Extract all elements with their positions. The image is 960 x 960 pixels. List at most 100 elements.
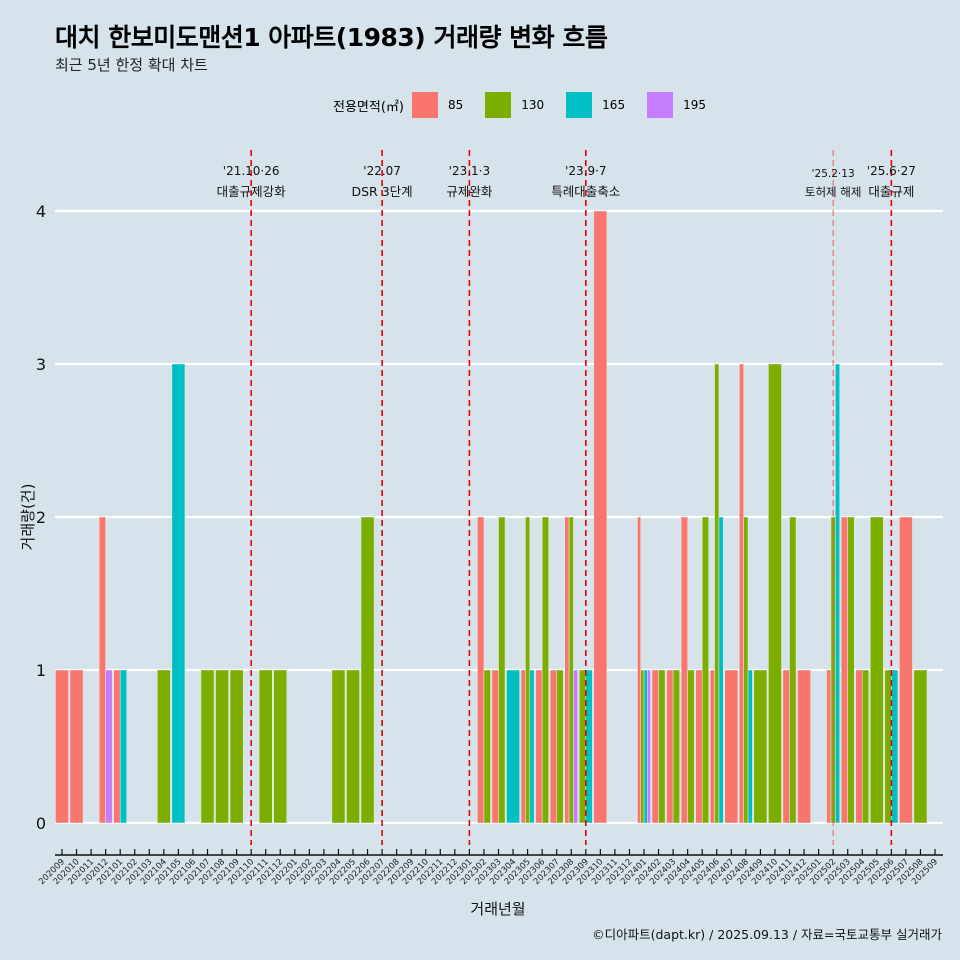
bar-202306-85 <box>535 669 543 824</box>
y-tick-label: 3 <box>36 355 46 374</box>
bar-202107-130 <box>200 669 215 824</box>
bar-202305-130 <box>525 516 531 824</box>
event-text-label: 대출규제강화 <box>217 184 287 199</box>
bar-202009-85 <box>55 669 69 824</box>
legend-label-165: 165 <box>602 98 626 112</box>
legend-swatch-85 <box>411 92 438 118</box>
bar-202502-85 <box>826 669 832 824</box>
bar-202409-130 <box>753 669 768 824</box>
bar-202406-165 <box>718 516 724 824</box>
bar-202411-130 <box>789 516 797 824</box>
bar-202206-130 <box>360 516 375 824</box>
bar-202405-130 <box>701 516 710 824</box>
bar-202402-85 <box>651 669 659 824</box>
bar-202101-85 <box>113 669 121 824</box>
bar-202012-195 <box>105 669 113 824</box>
bar-202402-130 <box>658 669 666 824</box>
legend-swatch-130 <box>485 92 512 118</box>
bar-202111-130 <box>258 669 273 824</box>
chart-title: 대치 한보미도맨션1 아파트(1983) 거래량 변화 흐름 <box>55 23 608 52</box>
event-date-label: '22.07 <box>363 164 401 178</box>
event-date-label: '25.6·27 <box>867 164 916 178</box>
bar-202101-165 <box>119 669 127 824</box>
bar-202401-165 <box>643 669 648 824</box>
bar-202308-130 <box>568 516 574 824</box>
legend-swatch-195 <box>647 92 674 118</box>
bar-202411-85 <box>782 669 790 824</box>
bar-202504-85 <box>855 669 863 824</box>
bar-202405-85 <box>695 669 703 824</box>
legend-label-85: 85 <box>447 98 464 112</box>
bar-202302-85 <box>477 516 485 824</box>
legend-title: 전용면적(㎡) <box>333 99 404 115</box>
bar-202506-130 <box>884 669 892 824</box>
bar-202302-130 <box>483 669 491 824</box>
bar-202408-130 <box>743 516 749 824</box>
bar-202306-130 <box>541 516 549 824</box>
bar-202407-85 <box>724 669 739 824</box>
event-date-label: '25.2·13 <box>812 168 855 180</box>
bar-202404-130 <box>687 669 695 824</box>
y-tick-label: 0 <box>36 814 46 833</box>
bar-202112-130 <box>273 669 288 824</box>
y-axis-title: 거래량(건) <box>19 484 37 551</box>
x-axis-title: 거래년월 <box>470 900 525 918</box>
bar-202412-85 <box>797 669 811 824</box>
bar-202305-85 <box>520 669 526 824</box>
bar-202109-130 <box>229 669 244 824</box>
bar-202401-85 <box>637 516 641 824</box>
bar-202503-130 <box>847 516 855 824</box>
bar-202204-130 <box>331 669 346 824</box>
bar-202502-165 <box>835 363 840 824</box>
event-date-label: '23.1·3 <box>449 164 490 178</box>
bar-202012-85 <box>98 516 106 824</box>
event-text-label: 대출규제 <box>868 184 914 199</box>
bar-202406-85 <box>709 669 715 824</box>
bar-202505-130 <box>870 516 884 824</box>
y-tick-label: 4 <box>36 202 46 221</box>
event-date-label: '21.10·26 <box>223 164 280 178</box>
y-tick-label: 1 <box>36 661 46 680</box>
bar-202303-85 <box>491 669 499 824</box>
bar-202308-195 <box>573 669 579 824</box>
bar-202310-85 <box>593 210 608 824</box>
bar-202105-165 <box>171 363 186 824</box>
y-tick-label: 2 <box>36 508 46 527</box>
chart-subtitle: 최근 5년 한정 확대 차트 <box>55 56 208 74</box>
bar-202504-130 <box>862 669 870 824</box>
legend: 전용면적(㎡) 85 130 165 195 <box>333 92 728 118</box>
legend-label-130: 130 <box>521 98 545 112</box>
bar-202205-130 <box>346 669 360 824</box>
event-date-label: '23.9·7 <box>565 164 606 178</box>
legend-label-195: 195 <box>683 98 706 112</box>
bar-202408-85 <box>739 363 744 824</box>
bar-202406-130 <box>714 363 720 824</box>
bar-202108-130 <box>215 669 229 824</box>
bar-202104-130 <box>157 669 171 824</box>
legend-swatch-165 <box>566 92 593 118</box>
bar-202304-165 <box>506 669 520 824</box>
event-text-label: 규제완화 <box>446 184 493 199</box>
bar-202307-130 <box>556 669 564 824</box>
bar-202404-85 <box>680 516 688 824</box>
event-text-label: 토허제 해제 <box>805 185 862 199</box>
bar-202408-165 <box>747 669 753 824</box>
bar-202403-85 <box>666 669 674 824</box>
caption: ©디아파트(dapt.kr) / 2025.09.13 / 자료=국토교통부 실… <box>592 927 942 942</box>
bar-202401-195 <box>647 669 651 824</box>
bar-202410-130 <box>768 363 782 824</box>
event-text-label: 특례대출축소 <box>551 184 620 199</box>
bar-202506-165 <box>891 669 899 824</box>
bar-202305-165 <box>529 669 535 824</box>
bar-202308-85 <box>564 516 570 824</box>
bar-202508-130 <box>913 669 928 824</box>
bar-202309-130 <box>579 669 587 824</box>
bar-202309-165 <box>585 669 593 824</box>
bar-202010-85 <box>69 669 84 824</box>
bar-202401-130 <box>640 669 645 824</box>
bar-202403-130 <box>672 669 680 824</box>
bar-202503-85 <box>840 516 848 824</box>
bar-202507-85 <box>899 516 913 824</box>
bar-202307-85 <box>549 669 557 824</box>
